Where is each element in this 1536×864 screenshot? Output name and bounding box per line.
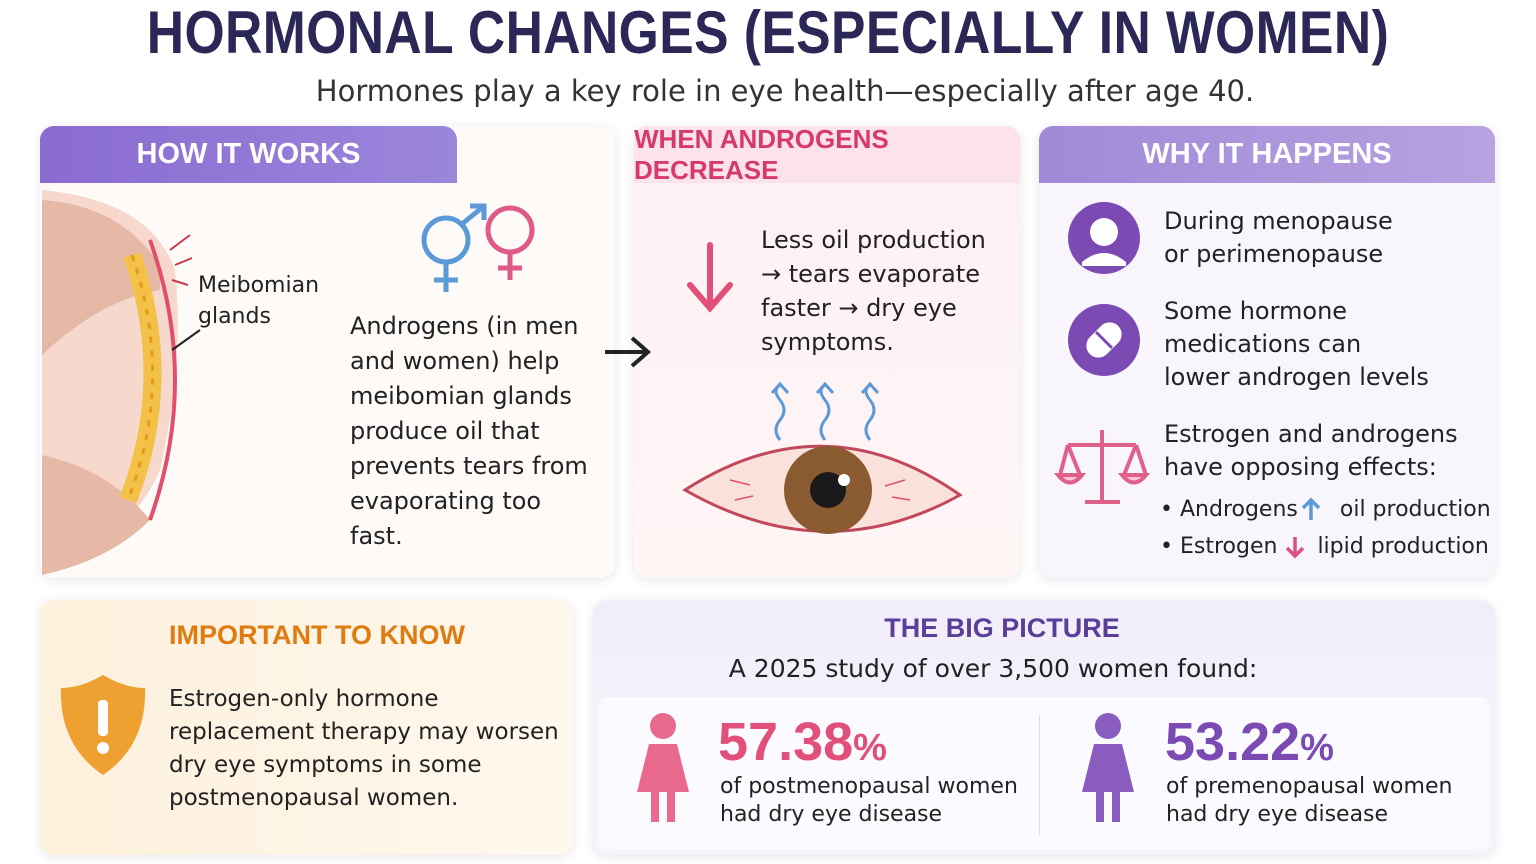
panel-text: Estrogen-only hormone replacement therap… — [169, 686, 559, 811]
panel: THE BIG PICTURE A 2025 study of over 3,5… — [593, 600, 1495, 855]
effect: • Androgens oil production — [1160, 497, 1491, 522]
panel-heading: THE BIG PICTURE — [884, 613, 1120, 643]
reason: Estrogen and androgens have opposing eff… — [1164, 420, 1458, 481]
effect-result: lipid production — [1317, 534, 1489, 559]
panel-text: Androgens (in men and women) help meibom… — [350, 312, 588, 550]
woman-figure — [1082, 713, 1134, 822]
effect-result: oil production — [1339, 497, 1491, 522]
stat: 53.22% — [1165, 711, 1334, 773]
down-arrow — [687, 242, 733, 313]
down-arrow — [1285, 537, 1305, 559]
vapor — [770, 381, 880, 441]
effect-subject: Androgens — [1179, 497, 1298, 522]
red-eye — [682, 444, 963, 534]
panel-heading: WHEN ANDROGENS DECREASE — [634, 124, 1020, 185]
title: HORMONAL CHANGES (ESPECIALLY IN WOMEN) — [146, 0, 1390, 66]
effect-subject: Estrogen — [1179, 534, 1278, 559]
arrow — [605, 336, 652, 368]
stat-value: 57.38 — [718, 712, 854, 772]
panel: IMPORTANT TO KNOW Estrogen-only hormone … — [40, 600, 573, 855]
up-arrow — [1301, 497, 1321, 520]
panel-heading: HOW IT WORKS — [40, 126, 457, 183]
panel-text: Less oil production → tears evaporate fa… — [761, 226, 986, 356]
effect: • Estrogen lipid production — [1160, 534, 1489, 559]
gender-icons — [421, 203, 535, 292]
subtitle: Hormones play a key role in eye health—e… — [315, 74, 1255, 108]
stat-text: of postmenopausal women had dry eye dise… — [720, 774, 1018, 827]
stats-box: 57.38% of postmenopausal women had dry e… — [598, 697, 1490, 850]
woman-figure — [637, 713, 689, 822]
scale-icon — [1053, 430, 1151, 504]
shield-icon — [60, 675, 146, 775]
reason: Some hormone medications can lower andro… — [1164, 297, 1429, 391]
intro: A 2025 study of over 3,500 women found: — [728, 654, 1258, 683]
eye-diagram — [42, 190, 201, 575]
pill-icon — [1068, 304, 1140, 376]
stat-value: 53.22 — [1165, 712, 1301, 772]
stat-unit: % — [1300, 727, 1334, 769]
panel-heading: WHY IT HAPPENS — [1039, 126, 1495, 183]
reason: During menopause or perimenopause — [1164, 207, 1393, 268]
stat: 57.38% — [718, 711, 887, 773]
panel-heading: IMPORTANT TO KNOW — [169, 620, 465, 650]
woman-icon — [1068, 202, 1140, 274]
divider — [1039, 715, 1040, 835]
stat-unit: % — [853, 727, 887, 769]
diagram-label: Meibomian glands — [198, 273, 320, 329]
stat-text: of premenopausal women had dry eye disea… — [1166, 774, 1453, 827]
